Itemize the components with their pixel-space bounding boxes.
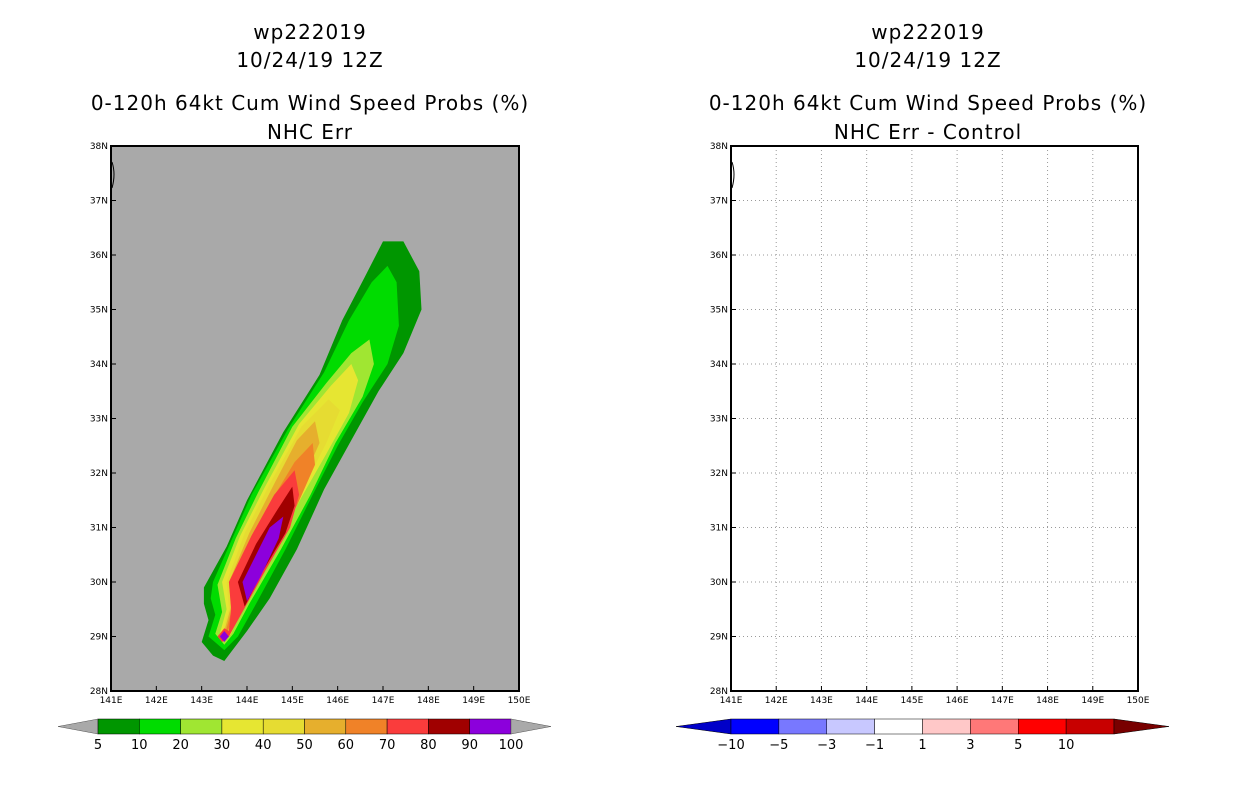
left-chart-subtitle: NHC Err [266,120,354,144]
left-colorbar-swatch [386,718,429,735]
left-y-tick-label: 37N [90,197,108,207]
right-y-tick-label: 33N [710,415,728,425]
left-colorbar-label: 30 [214,738,231,753]
right-coastline [731,161,735,189]
left-y-tick-label: 33N [90,415,108,425]
right-y-tick-label: 29N [710,633,728,643]
left-y-tick-label: 32N [90,469,108,479]
right-colorbar-label: −10 [717,738,744,753]
right-x-tick-label: 147E [991,696,1014,706]
right-colorbar-swatch [874,718,923,735]
left-x-tick-label: 146E [326,696,349,706]
left-x-tick-label: 150E [508,696,531,706]
left-colorbar-swatch [262,718,305,735]
left-x-tick-label: 149E [462,696,485,706]
right-x-tick-label: 142E [765,696,788,706]
right-datetime: 10/24/19 12Z [854,48,1002,72]
right-colorbar-label: 5 [1014,738,1022,753]
left-colorbar-high-arrow [510,718,552,735]
right-x-tick-label: 149E [1081,696,1104,706]
right-y-tick-label: 36N [710,251,728,261]
left-colorbar-low-arrow [57,718,99,735]
left-y-tick-label: 29N [90,633,108,643]
left-colorbar-label: 80 [420,738,437,753]
left-x-tick-label: 143E [190,696,213,706]
right-x-tick-label: 146E [946,696,969,706]
left-x-tick-label: 141E [100,696,123,706]
left-y-tick-label: 31N [90,524,108,534]
right-y-tick-label: 31N [710,524,728,534]
right-chart-subtitle: NHC Err - Control [833,120,1023,144]
left-colorbar-label: 20 [172,738,189,753]
right-colorbar-swatch [826,718,875,735]
right-x-tick-label: 145E [900,696,923,706]
left-colorbar-label: 60 [338,738,355,753]
right-colorbar-swatch [778,718,827,735]
left-colorbar-swatch [97,718,140,735]
left-x-tick-label: 142E [145,696,168,706]
left-x-tick-label: 145E [281,696,304,706]
right-colorbar-label: 3 [966,738,974,753]
left-colorbar-swatch [180,718,223,735]
right-x-tick-label: 144E [855,696,878,706]
right-x-tick-label: 141E [720,696,743,706]
left-contour-90-10 [242,516,284,602]
right-chart-title: 0-120h 64kt Cum Wind Speed Probs (%) [708,91,1148,115]
left-colorbar-label: 70 [379,738,396,753]
left-y-tick-label: 36N [90,251,108,261]
left-chart-title: 0-120h 64kt Cum Wind Speed Probs (%) [90,91,530,115]
right-colorbar-high-arrow [1113,718,1170,735]
left-colorbar-swatch [139,718,181,735]
right-colorbar-low-arrow [675,718,732,735]
right-colorbar-label: −5 [769,738,788,753]
right-y-tick-label: 30N [710,578,728,588]
left-colorbar-swatch [469,718,512,735]
right-map-background [731,146,1138,691]
right-y-tick-label: 35N [710,306,728,316]
left-colorbar-label: 40 [255,738,272,753]
right-colorbar-swatch [970,718,1019,735]
right-colorbar-swatch [1018,718,1067,735]
right-y-tick-label: 32N [710,469,728,479]
left-y-tick-label: 38N [90,142,108,152]
right-colorbar-swatch [1065,718,1115,735]
right-y-tick-label: 38N [710,142,728,152]
left-colorbar-swatch [345,718,388,735]
left-colorbar-swatch [221,718,264,735]
right-colorbar-label: 1 [918,738,926,753]
left-colorbar-label: 50 [296,738,313,753]
left-storm-id: wp222019 [253,20,367,44]
left-contour-90-9 [219,631,229,642]
right-colorbar-label: −1 [865,738,884,753]
right-colorbar-label: 10 [1058,738,1075,753]
left-datetime: 10/24/19 12Z [236,48,384,72]
left-x-tick-label: 147E [372,696,395,706]
left-colorbar-label: 5 [94,738,102,753]
left-colorbar-swatch [428,718,470,735]
left-colorbar-swatch [304,718,347,735]
left-x-tick-label: 148E [417,696,440,706]
right-x-tick-label: 150E [1127,696,1150,706]
left-coastline [111,161,115,189]
left-y-tick-label: 28N [90,687,108,697]
right-colorbar-swatch [922,718,971,735]
right-x-tick-label: 148E [1036,696,1059,706]
left-colorbar-label: 10 [131,738,148,753]
right-colorbar-label: −3 [817,738,836,753]
right-storm-id: wp222019 [871,20,985,44]
left-y-tick-label: 35N [90,306,108,316]
left-y-tick-label: 30N [90,578,108,588]
left-x-tick-label: 144E [236,696,259,706]
right-y-tick-label: 37N [710,197,728,207]
left-colorbar-label: 90 [461,738,478,753]
left-colorbar-label: 100 [499,738,524,753]
right-y-tick-label: 34N [710,360,728,370]
left-y-tick-label: 34N [90,360,108,370]
right-y-tick-label: 28N [710,687,728,697]
right-x-tick-label: 143E [810,696,833,706]
right-colorbar-swatch [730,718,780,735]
